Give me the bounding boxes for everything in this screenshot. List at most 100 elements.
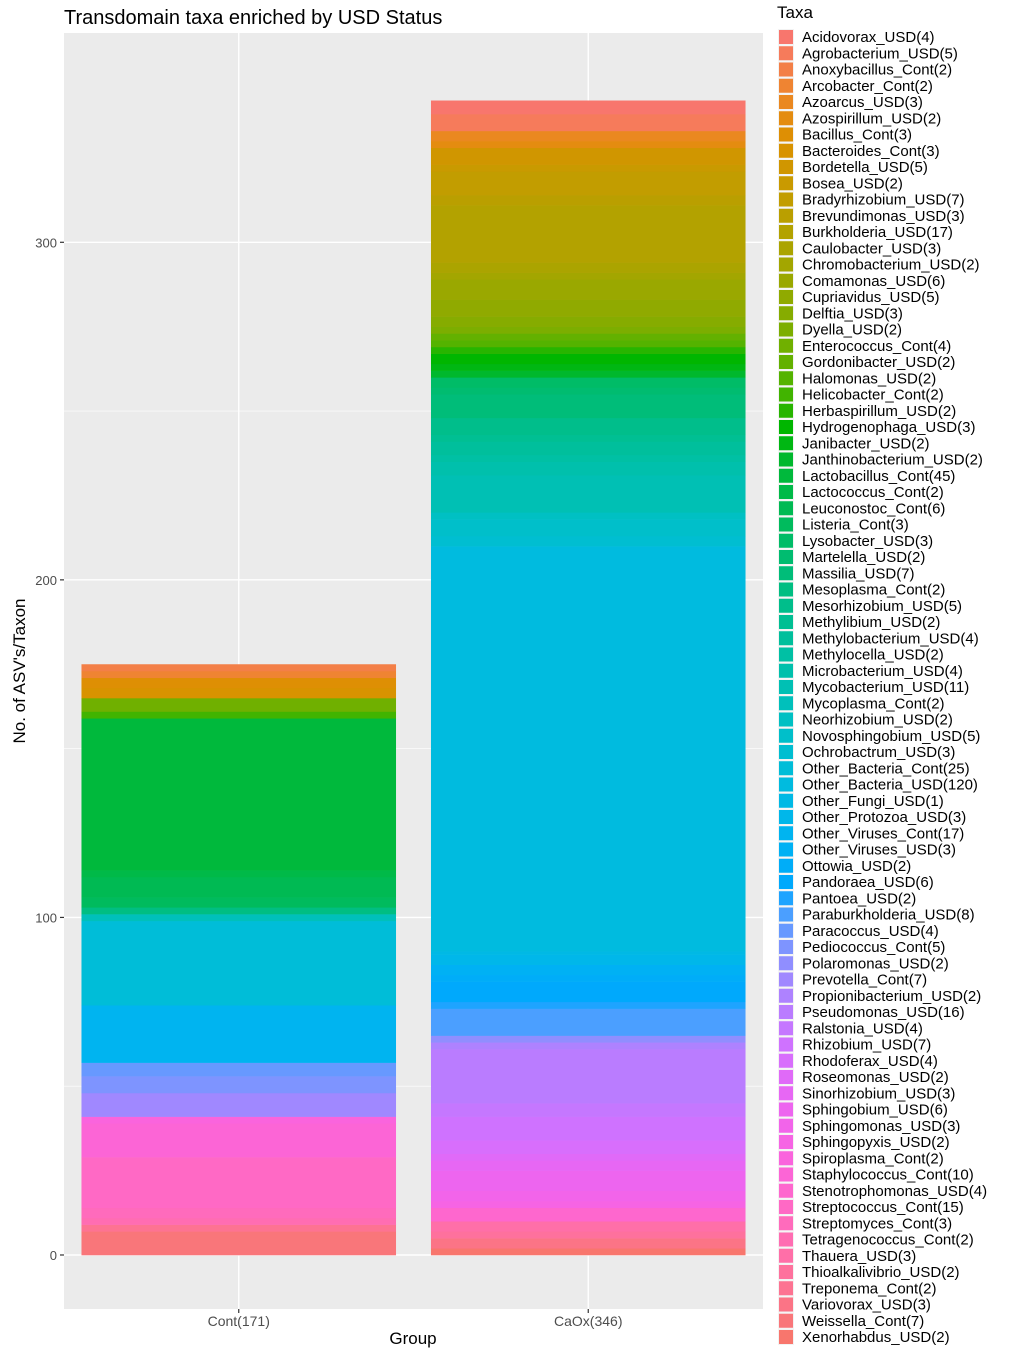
legend-label: Methylobacterium_USD(4) — [802, 630, 979, 647]
legend-swatch — [779, 1297, 793, 1312]
bar-segment-janibacter-usd-2 — [430, 363, 746, 371]
legend-label: Methylibium_USD(2) — [802, 614, 940, 631]
legend-label: Delftia_USD(3) — [802, 305, 903, 322]
legend-item: Martelella_USD(2) — [778, 549, 925, 566]
legend-item: Streptomyces_Cont(3) — [778, 1215, 952, 1232]
legend-item: Staphylococcus_Cont(10) — [778, 1166, 974, 1184]
legend-item: Acidovorax_USD(4) — [778, 29, 935, 46]
legend-swatch — [779, 62, 793, 77]
legend-label: Other_Fungi_USD(1) — [802, 793, 944, 810]
legend-swatch — [779, 517, 793, 532]
chart-title: Transdomain taxa enriched by USD Status — [64, 7, 442, 29]
legend-item: Arcobacter_Cont(2) — [778, 77, 933, 95]
legend-item: Sphingopyxis_USD(2) — [778, 1134, 950, 1151]
y-tick-label: 0 — [50, 1248, 57, 1263]
bar-segment-streptococcus-cont-15 — [81, 1157, 397, 1209]
legend-label: Brevundimonas_USD(3) — [802, 208, 965, 225]
bar-segment-gordonibacter-usd-2 — [430, 333, 746, 341]
legend-label: Paraburkholderia_USD(8) — [802, 907, 975, 924]
legend-swatch — [779, 1086, 793, 1101]
legend-swatch — [779, 436, 793, 451]
bar-segment-pandoraea-usd-6 — [430, 981, 746, 1003]
bar-segment-pantoea-usd-2 — [430, 1001, 746, 1009]
legend-label: Variovorax_USD(3) — [802, 1297, 931, 1314]
legend-item: Other_Bacteria_USD(120) — [778, 776, 978, 794]
bar-segment-methylobacterium-usd-4 — [430, 441, 746, 456]
legend-label: Sphingopyxis_USD(2) — [802, 1134, 950, 1151]
legend-swatch — [779, 745, 793, 759]
legend-swatch — [779, 355, 793, 369]
bar-segment-spiroplasma-cont-2 — [81, 1116, 397, 1124]
legend-swatch — [779, 1135, 793, 1149]
y-tick-label: 300 — [35, 235, 57, 250]
legend-swatch — [779, 176, 793, 191]
legend-item: Xenorhabdus_USD(2) — [778, 1329, 950, 1346]
legend-label: Rhodoferax_USD(4) — [802, 1053, 938, 1070]
legend-item: Mesorhizobium_USD(5) — [778, 597, 962, 615]
legend-item: Comamonas_USD(6) — [778, 272, 945, 290]
legend-swatch — [779, 46, 793, 61]
legend-label: Pediococcus_Cont(5) — [802, 939, 945, 956]
bar-segment-cupriavidus-usd-5 — [430, 299, 746, 317]
legend-item: Other_Bacteria_Cont(25) — [778, 760, 970, 777]
legend-item: Burkholderia_USD(17) — [778, 224, 953, 241]
bar-segment-lysobacter-usd-3 — [430, 377, 746, 388]
legend-item: Mycobacterium_USD(11) — [778, 679, 969, 696]
legend-swatch — [779, 875, 793, 889]
legend-label: Mycobacterium_USD(11) — [802, 679, 969, 696]
legend-label: Bacteroides_Cont(3) — [802, 143, 940, 160]
legend-swatch — [779, 663, 793, 678]
legend-item: Lactococcus_Cont(2) — [778, 484, 944, 501]
legend-item: Enterococcus_Cont(4) — [778, 337, 951, 355]
legend-item: Methylocella_USD(2) — [778, 646, 944, 664]
legend-label: Mycoplasma_Cont(2) — [802, 695, 945, 712]
legend-label: Sinorhizobium_USD(3) — [802, 1085, 955, 1102]
x-tick-label: CaOx(346) — [554, 1313, 622, 1329]
legend-item: Other_Protozoa_USD(3) — [778, 809, 966, 826]
legend-item: Prevotella_Cont(7) — [778, 971, 927, 989]
legend-item: Neorhizobium_USD(2) — [778, 711, 953, 729]
legend-label: Lactococcus_Cont(2) — [802, 484, 944, 501]
legend-item: Lactobacillus_Cont(45) — [778, 467, 955, 485]
bar-segment-variovorax-usd-3 — [430, 1238, 746, 1249]
legend-swatch — [779, 322, 793, 337]
legend-label: Ralstonia_USD(4) — [802, 1020, 923, 1037]
legend-label: Bosea_USD(2) — [802, 175, 903, 192]
legend-item: Sphingomonas_USD(3) — [778, 1117, 960, 1135]
bar-segment-paraburkholderia-usd-8 — [430, 1008, 746, 1036]
legend-swatch — [779, 30, 793, 44]
legend-label: Other_Viruses_Cont(17) — [802, 825, 964, 842]
legend-label: Ottowia_USD(2) — [802, 858, 911, 875]
legend-label: Sphingobium_USD(6) — [802, 1102, 948, 1119]
legend-label: Thauera_USD(3) — [802, 1248, 916, 1265]
legend-swatch — [779, 647, 793, 662]
legend-item: Azospirillum_USD(2) — [778, 110, 941, 127]
legend-item: Stenotrophomonas_USD(4) — [778, 1182, 987, 1200]
legend-label: Listeria_Cont(3) — [802, 517, 909, 534]
bar-segment-thioalkalivibrio-usd-2 — [430, 1231, 746, 1239]
bar-segment-chromobacterium-usd-2 — [430, 272, 746, 280]
legend-item: Treponema_Cont(2) — [778, 1280, 937, 1297]
x-tick-label: Cont(171) — [208, 1313, 270, 1329]
legend-item: Spiroplasma_Cont(2) — [778, 1150, 944, 1167]
legend-item: Herbaspirillum_USD(2) — [778, 402, 956, 420]
legend-item: Methylibium_USD(2) — [778, 614, 940, 631]
legend-label: Neorhizobium_USD(2) — [802, 712, 953, 729]
bar-segment-weissella-cont-7 — [81, 1231, 397, 1256]
legend-swatch — [779, 631, 793, 646]
legend-swatch — [779, 403, 793, 418]
legend-swatch — [779, 306, 793, 321]
legend-label: Tetragenococcus_Cont(2) — [802, 1232, 974, 1249]
legend-swatch — [779, 1313, 793, 1328]
legend-label: Weissella_Cont(7) — [802, 1313, 924, 1330]
legend-item: Novosphingobium_USD(5) — [778, 727, 980, 745]
legend-swatch — [779, 1183, 793, 1198]
legend-label: Treponema_Cont(2) — [802, 1280, 937, 1297]
bar-segment-hydrogenophaga-usd-3 — [430, 353, 746, 365]
legend-item: Cupriavidus_USD(5) — [778, 289, 940, 306]
legend-label: Bradyrhizobium_USD(7) — [802, 192, 965, 209]
legend-label: Helicobacter_Cont(2) — [802, 387, 944, 404]
bar-segment-pseudomonas-usd-16 — [430, 1049, 746, 1104]
bar-segment-lactococcus-cont-2 — [81, 870, 397, 878]
